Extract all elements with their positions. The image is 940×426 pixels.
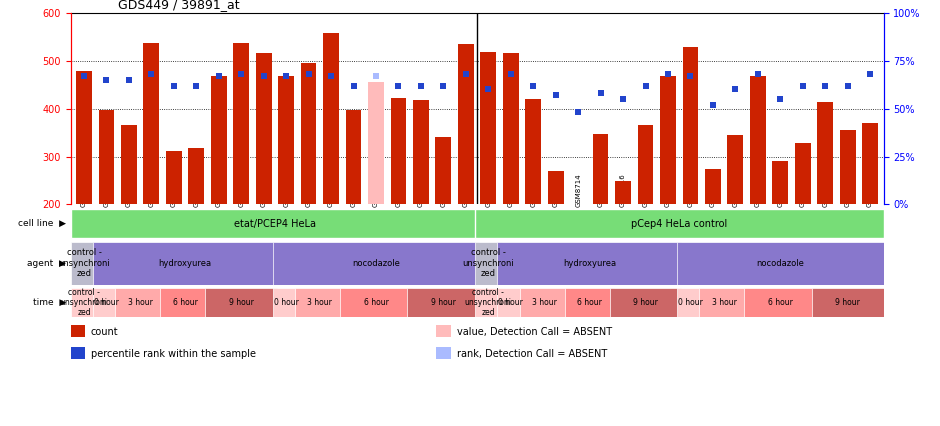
Bar xyxy=(413,100,429,204)
Bar xyxy=(144,43,159,204)
Bar xyxy=(346,109,361,204)
Bar xyxy=(862,123,878,204)
Text: 0 hour: 0 hour xyxy=(498,298,524,307)
Bar xyxy=(188,148,204,204)
Text: 9 hour: 9 hour xyxy=(633,298,658,307)
Bar xyxy=(76,71,92,204)
Text: 6 hour: 6 hour xyxy=(577,298,602,307)
Bar xyxy=(503,53,519,204)
Text: 6 hour: 6 hour xyxy=(768,298,792,307)
Text: 6 hour: 6 hour xyxy=(364,298,388,307)
Bar xyxy=(520,288,569,317)
Text: control -
unsynchroni
zed: control - unsynchroni zed xyxy=(462,248,514,278)
Bar xyxy=(637,125,653,204)
Bar xyxy=(70,325,86,337)
Bar xyxy=(480,52,496,204)
Bar xyxy=(475,209,884,238)
Text: 9 hour: 9 hour xyxy=(836,298,860,307)
Bar xyxy=(699,288,749,317)
Text: etat/PCEP4 HeLa: etat/PCEP4 HeLa xyxy=(234,219,316,229)
Bar xyxy=(812,288,884,317)
Bar xyxy=(273,242,479,285)
Text: control -
unsynchroni
zed: control - unsynchroni zed xyxy=(58,248,110,278)
Text: 3 hour: 3 hour xyxy=(128,298,152,307)
Bar xyxy=(609,288,682,317)
Bar xyxy=(615,181,631,204)
Bar xyxy=(475,242,502,285)
Bar xyxy=(391,98,406,204)
Bar xyxy=(116,288,164,317)
Bar xyxy=(548,171,563,204)
Text: 6 hour: 6 hour xyxy=(173,298,197,307)
Text: 0 hour: 0 hour xyxy=(94,298,118,307)
Bar xyxy=(497,288,525,317)
Text: hydroxyurea: hydroxyurea xyxy=(159,259,212,268)
Bar xyxy=(205,288,277,317)
Bar xyxy=(475,288,502,317)
Bar xyxy=(278,75,294,204)
Bar xyxy=(436,325,451,337)
Bar xyxy=(497,242,682,285)
Text: 3 hour: 3 hour xyxy=(712,298,737,307)
Text: 3 hour: 3 hour xyxy=(532,298,556,307)
Text: time  ▶: time ▶ xyxy=(33,298,66,307)
Bar xyxy=(839,130,855,204)
Text: 3 hour: 3 hour xyxy=(307,298,332,307)
Text: pCep4 HeLa control: pCep4 HeLa control xyxy=(631,219,728,229)
Bar xyxy=(93,242,277,285)
Bar xyxy=(93,288,120,317)
Text: nocodazole: nocodazole xyxy=(757,259,805,268)
Bar xyxy=(773,161,788,204)
Bar xyxy=(436,347,451,359)
Bar xyxy=(677,242,884,285)
Bar xyxy=(70,347,86,359)
Text: agent  ▶: agent ▶ xyxy=(27,259,66,268)
Bar xyxy=(368,82,384,204)
Bar xyxy=(795,143,810,204)
Bar xyxy=(682,47,698,204)
Text: hydroxyurea: hydroxyurea xyxy=(563,259,616,268)
Bar xyxy=(744,288,816,317)
Bar xyxy=(818,102,833,204)
Bar xyxy=(166,151,181,204)
Text: cell line  ▶: cell line ▶ xyxy=(18,219,66,228)
Text: nocodazole: nocodazole xyxy=(352,259,400,268)
Text: control -
unsynchroni
zed: control - unsynchroni zed xyxy=(464,288,511,317)
Text: GDS449 / 39891_at: GDS449 / 39891_at xyxy=(118,0,239,11)
Text: 9 hour: 9 hour xyxy=(431,298,456,307)
Bar xyxy=(70,242,98,285)
Bar xyxy=(273,288,300,317)
Bar xyxy=(705,169,721,204)
Text: value, Detection Call = ABSENT: value, Detection Call = ABSENT xyxy=(457,327,612,337)
Bar xyxy=(121,125,136,204)
Bar xyxy=(525,99,541,204)
Bar xyxy=(211,75,227,204)
Bar xyxy=(256,53,272,204)
Bar xyxy=(70,209,479,238)
Bar xyxy=(677,288,704,317)
Bar xyxy=(295,288,345,317)
Bar xyxy=(233,43,249,204)
Bar xyxy=(70,288,98,317)
Text: 0 hour: 0 hour xyxy=(678,298,703,307)
Bar xyxy=(458,44,474,204)
Text: count: count xyxy=(91,327,118,337)
Bar xyxy=(750,76,766,204)
Bar xyxy=(99,109,115,204)
Bar xyxy=(161,288,210,317)
Bar xyxy=(407,288,479,317)
Text: rank, Detection Call = ABSENT: rank, Detection Call = ABSENT xyxy=(457,348,607,359)
Bar xyxy=(593,134,608,204)
Text: 9 hour: 9 hour xyxy=(228,298,254,307)
Bar xyxy=(301,63,317,204)
Bar xyxy=(435,137,451,204)
Bar xyxy=(323,33,339,204)
Bar xyxy=(728,135,744,204)
Text: 0 hour: 0 hour xyxy=(274,298,299,307)
Bar xyxy=(340,288,412,317)
Text: percentile rank within the sample: percentile rank within the sample xyxy=(91,348,256,359)
Bar xyxy=(660,76,676,204)
Text: control -
unsynchroni
zed: control - unsynchroni zed xyxy=(60,288,107,317)
Bar xyxy=(565,288,614,317)
